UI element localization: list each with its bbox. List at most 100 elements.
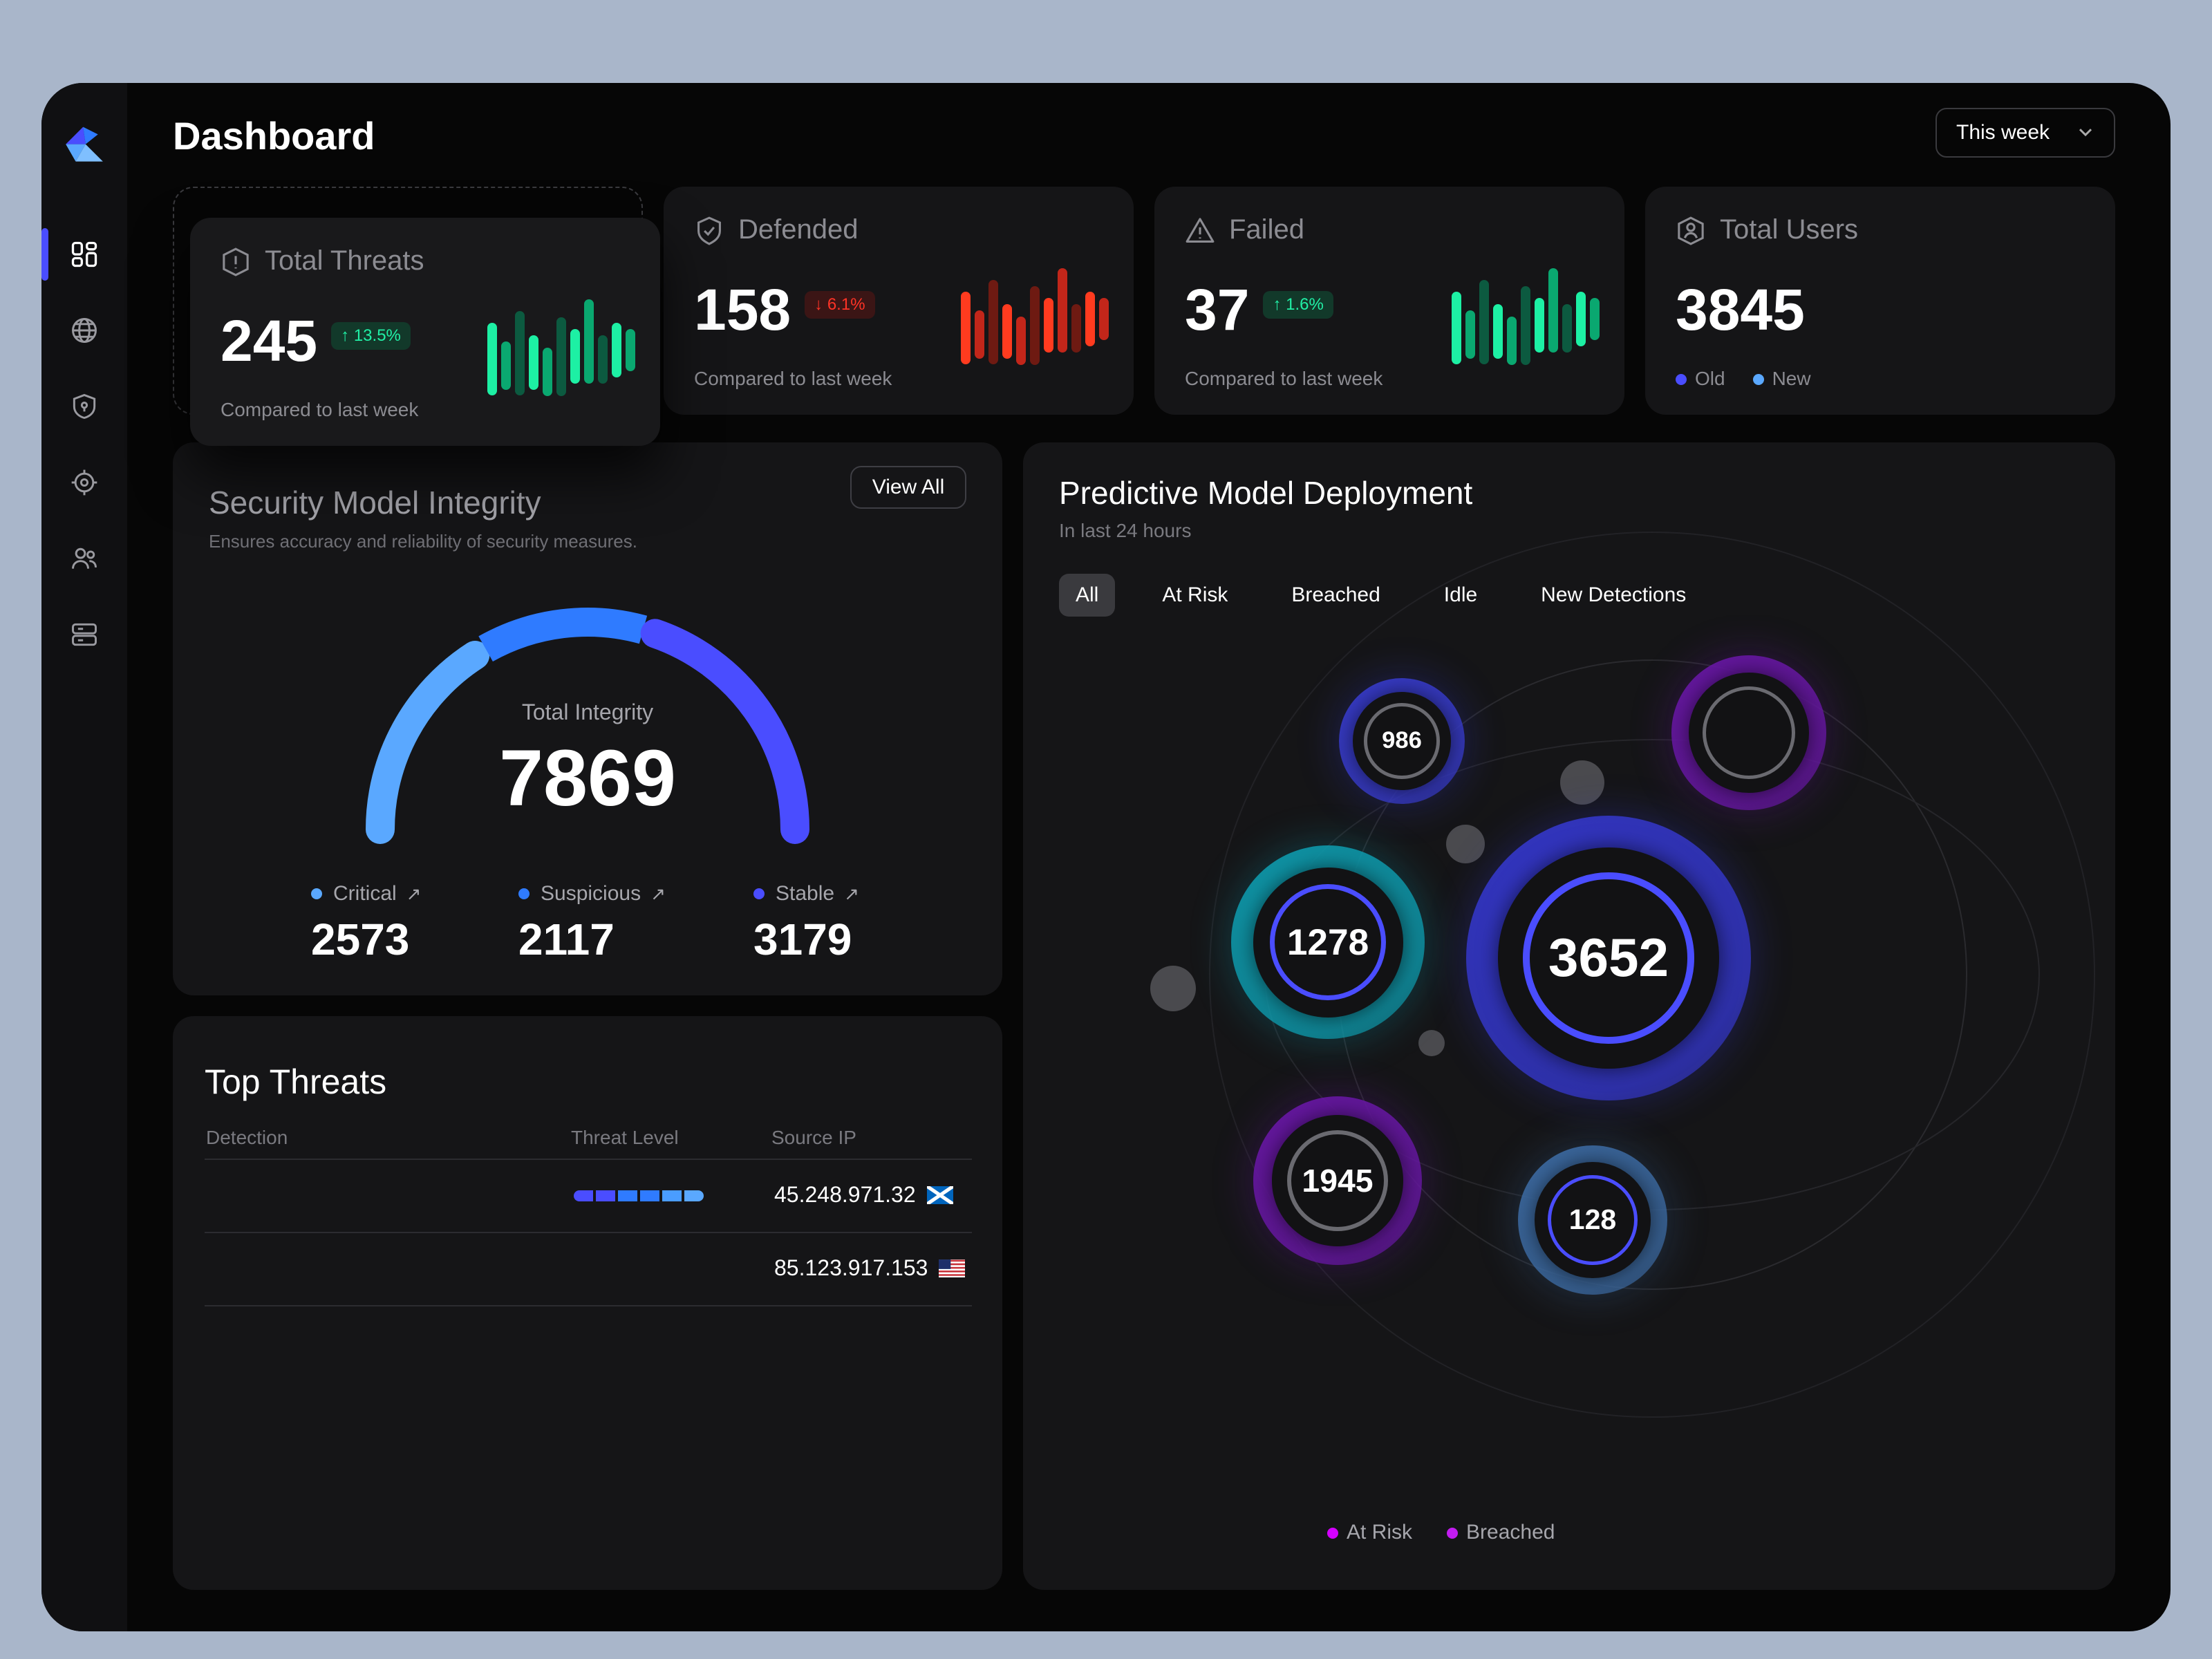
dashboard-window: Dashboard This week Defended 158 ↓ 6.1% C… [41,83,2171,1631]
active-indicator [41,228,48,281]
divider [205,1159,972,1160]
spark-bar [975,310,984,359]
grid-icon [71,241,97,268]
external-link-icon[interactable]: ↗ [406,883,422,904]
stat-card-defended[interactable]: Defended 158 ↓ 6.1% Compared to last week [664,187,1134,415]
deployment-bubble[interactable]: 1278 [1231,845,1425,1039]
spark-bar [1002,304,1012,359]
threat-level-segment [662,1190,682,1201]
page-title: Dashboard [173,114,375,158]
spark-bar [1016,317,1026,365]
spark-bar [584,299,594,384]
spark-bar [1590,298,1600,340]
spark-bar [543,348,552,396]
spark-bar [1548,268,1558,353]
idle-dot [1418,1030,1445,1056]
sparkline [1452,256,1609,377]
gauge-segment-suspicious [478,608,648,662]
spark-bar [529,335,538,390]
legend-at-risk: At Risk [1327,1521,1412,1544]
threat-level-segment [618,1190,637,1201]
change-badge: ↑ 13.5% [331,321,411,350]
spark-bar [1085,292,1095,346]
spark-bar [1465,310,1475,359]
gauge-label: Total Integrity [521,700,654,724]
external-link-icon[interactable]: ↗ [650,883,666,904]
sparkline [487,287,645,408]
shield-icon [73,393,96,420]
source-ip: 45.248.971.32 [774,1182,916,1207]
column-detection: Detection [206,1127,288,1148]
deployment-card: Predictive Model Deployment In last 24 h… [1023,442,2115,1590]
stat-value: 3845 [1676,277,1805,342]
sidebar-item-security[interactable] [65,387,104,426]
stat-title: Total Users [1720,214,1859,245]
tab-at-risk[interactable]: At Risk [1162,583,1228,606]
stat-value: 37 [1185,277,1250,342]
sidebar-item-servers[interactable] [65,615,104,654]
deployment-bubble[interactable]: 986 [1339,678,1465,804]
spark-bar [598,335,608,384]
deployment-bubble[interactable]: 1945 [1253,1096,1422,1265]
tab-all[interactable]: All [1059,574,1116,617]
stat-compare: Compared to last week [694,368,892,389]
legend-new: New [1752,368,1811,390]
stat-compare: Compared to last week [221,399,419,420]
legend-critical: Critical ↗ 2573 [311,882,422,964]
view-all-button[interactable]: View All [850,466,966,509]
spark-bar [1071,304,1081,353]
legend-old: Old [1676,368,1725,390]
warning-triangle-icon [1185,218,1215,243]
globe-icon [72,318,97,343]
external-link-icon[interactable]: ↗ [844,883,859,904]
threat-level-segment [596,1190,615,1201]
sidebar-item-targets[interactable] [65,463,104,502]
source-ip: 85.123.917.153 [774,1255,928,1280]
spark-bar [626,329,635,371]
stat-card-total-users[interactable]: Total Users 3845 Old New [1645,187,2115,415]
sidebar-item-network[interactable] [65,311,104,350]
integrity-card: View All Security Model Integrity Ensure… [173,442,1002,995]
legend-stable: Stable ↗ 3179 [753,882,859,964]
bubble-value: 1945 [1302,1162,1374,1199]
period-dropdown[interactable]: This week [1936,108,2115,158]
sidebar [41,83,127,1631]
spark-bar [1099,298,1109,340]
deployment-bubble[interactable]: 128 [1518,1145,1667,1295]
sidebar-item-users[interactable] [65,539,104,578]
spark-bar [1576,292,1586,346]
change-badge: ↑ 1.6% [1263,290,1333,319]
stat-compare: Compared to last week [1185,368,1383,389]
stat-card-total-threats[interactable]: Total Threats 245 ↑ 13.5% Compared to las… [190,218,660,446]
deployment-bubble[interactable]: 3652 [1466,816,1751,1100]
stat-card-failed[interactable]: Failed 37 ↑ 1.6% Compared to last week [1154,187,1624,415]
spark-bar [612,323,621,377]
deployment-bubble[interactable] [1671,655,1826,810]
period-value: This week [1956,121,2050,144]
column-threat-level: Threat Level [571,1127,679,1148]
integrity-gauge [366,608,809,844]
spark-bar [556,317,566,396]
idle-dot [1446,825,1485,863]
chevron-down-icon [2079,129,2092,137]
logo-icon [66,126,103,162]
threat-level-bar [574,1190,704,1201]
table-row[interactable]: 85.123.917.153 [173,1246,1002,1294]
spark-bar [1452,292,1461,364]
bubble-value: 128 [1568,1203,1617,1236]
tab-breached[interactable]: Breached [1291,583,1380,606]
gauge-segment-stable [640,619,809,844]
threat-level-segment [684,1190,704,1201]
tab-idle[interactable]: Idle [1443,583,1478,606]
tab-new-detections[interactable]: New Detections [1541,583,1687,606]
target-icon [71,469,97,496]
alert-hexagon-icon [223,247,249,276]
spark-bar [1030,286,1040,365]
sidebar-item-dashboard[interactable] [65,235,104,274]
integrity-subtitle: Ensures accuracy and reliability of secu… [209,531,637,552]
table-row[interactable]: 45.248.971.32 [173,1172,1002,1221]
threat-level-segment [640,1190,659,1201]
deployment-subtitle: In last 24 hours [1059,520,1192,541]
idle-dot [1560,760,1604,805]
divider [205,1232,972,1233]
